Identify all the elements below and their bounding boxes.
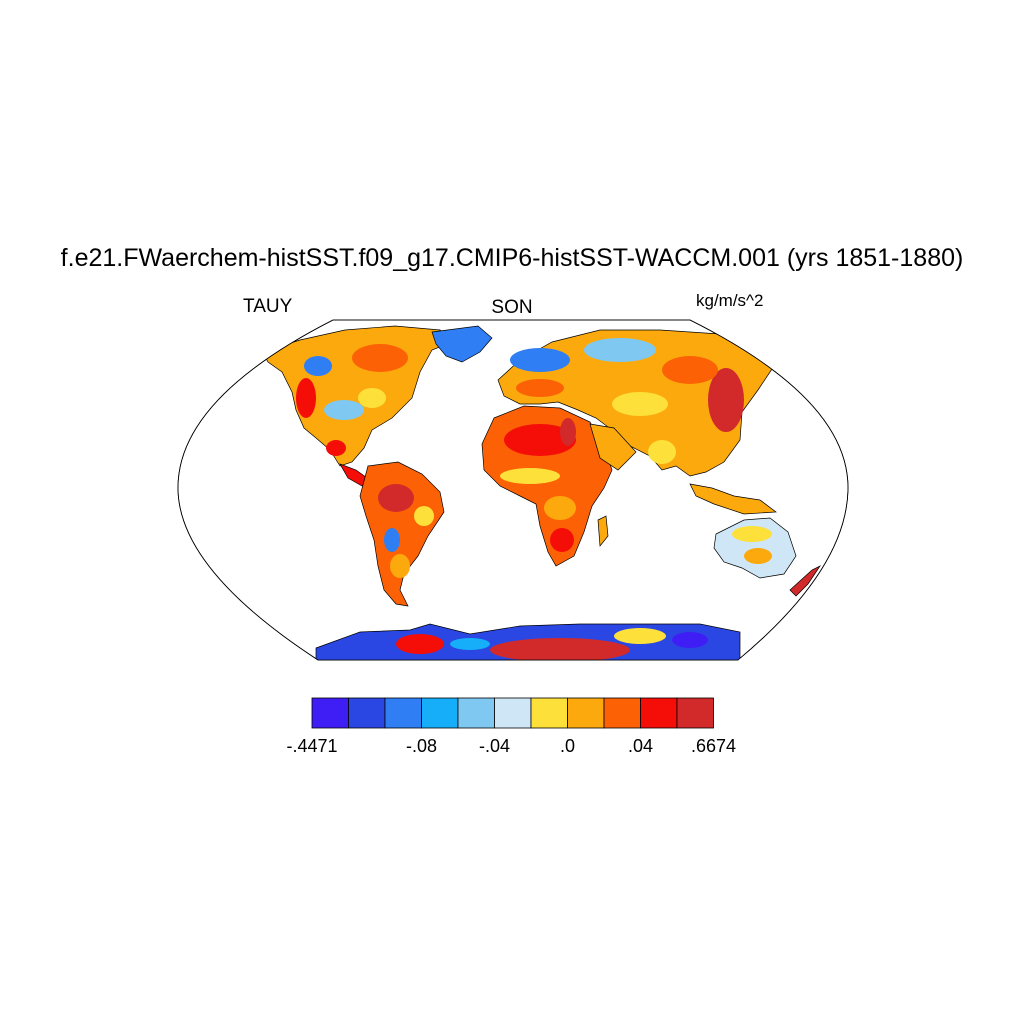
patch-scandinavia	[510, 348, 570, 372]
colorbar-swatch	[640, 697, 678, 729]
patch-congo	[544, 496, 576, 520]
colorbar-swatch	[311, 697, 349, 729]
field-patches	[296, 338, 772, 660]
patch-europe	[516, 379, 564, 397]
units-label: kg/m/s^2	[696, 291, 764, 310]
arabian-peninsula	[589, 423, 637, 471]
patch-australia-interior	[744, 548, 772, 564]
patch-east-antarctica	[490, 638, 630, 660]
map-title: f.e21.FWaerchem-histSST.f09_g17.CMIP6-hi…	[60, 244, 964, 272]
patch-plains	[324, 400, 364, 420]
colorbar-label: -.04	[478, 736, 511, 756]
patch-andes	[384, 528, 400, 552]
patch-alaska	[304, 356, 332, 376]
colorbar-swatch	[457, 697, 495, 729]
colorbar-label: -.08	[405, 736, 438, 756]
patch-nile	[560, 418, 576, 446]
patch-eastern-us	[358, 388, 386, 408]
colorbar-swatch	[348, 697, 386, 729]
patch-antarctic-peninsula	[396, 634, 444, 654]
patch-weddell	[450, 638, 490, 650]
maritime-continent	[689, 483, 777, 515]
variable-label: TAUY	[243, 296, 293, 317]
patch-amazon	[378, 484, 414, 512]
greenland	[431, 325, 493, 363]
patch-west-coast	[296, 378, 316, 418]
colorbar-label: -.4471	[286, 736, 338, 756]
colorbar-swatch	[494, 697, 532, 729]
patch-siberia-north	[584, 338, 656, 362]
colorbar-label: .0	[559, 736, 576, 756]
colorbar-swatch	[567, 697, 605, 729]
patch-arctic-canada	[352, 344, 408, 372]
patch-sahara	[504, 424, 576, 456]
colorbar-swatch	[676, 697, 714, 729]
colorbar-label: .04	[627, 736, 654, 756]
colorbar-swatch	[421, 697, 459, 729]
madagascar	[597, 515, 609, 547]
patch-sahel	[500, 468, 560, 484]
patch-australia-north	[732, 526, 772, 542]
patch-argentina	[390, 554, 410, 578]
map-outline	[177, 319, 849, 661]
patch-mexico	[326, 440, 346, 456]
colorbar	[311, 697, 714, 729]
patch-brazil-east	[414, 506, 434, 526]
colorbar-swatch	[384, 697, 422, 729]
patch-east-asia	[708, 368, 744, 432]
season-label: SON	[491, 297, 533, 318]
land-field	[261, 325, 822, 660]
patch-siberia-east	[662, 356, 718, 384]
colorbar-swatch	[530, 697, 568, 729]
colorbar-swatch	[603, 697, 641, 729]
colorbar-label: .6674	[690, 736, 737, 756]
patch-antarctic-coast	[614, 628, 666, 644]
patch-central-asia	[612, 392, 668, 416]
patch-india	[648, 440, 676, 464]
patch-southern-africa	[550, 528, 574, 552]
new-zealand	[789, 565, 822, 597]
patch-ross	[672, 632, 708, 648]
